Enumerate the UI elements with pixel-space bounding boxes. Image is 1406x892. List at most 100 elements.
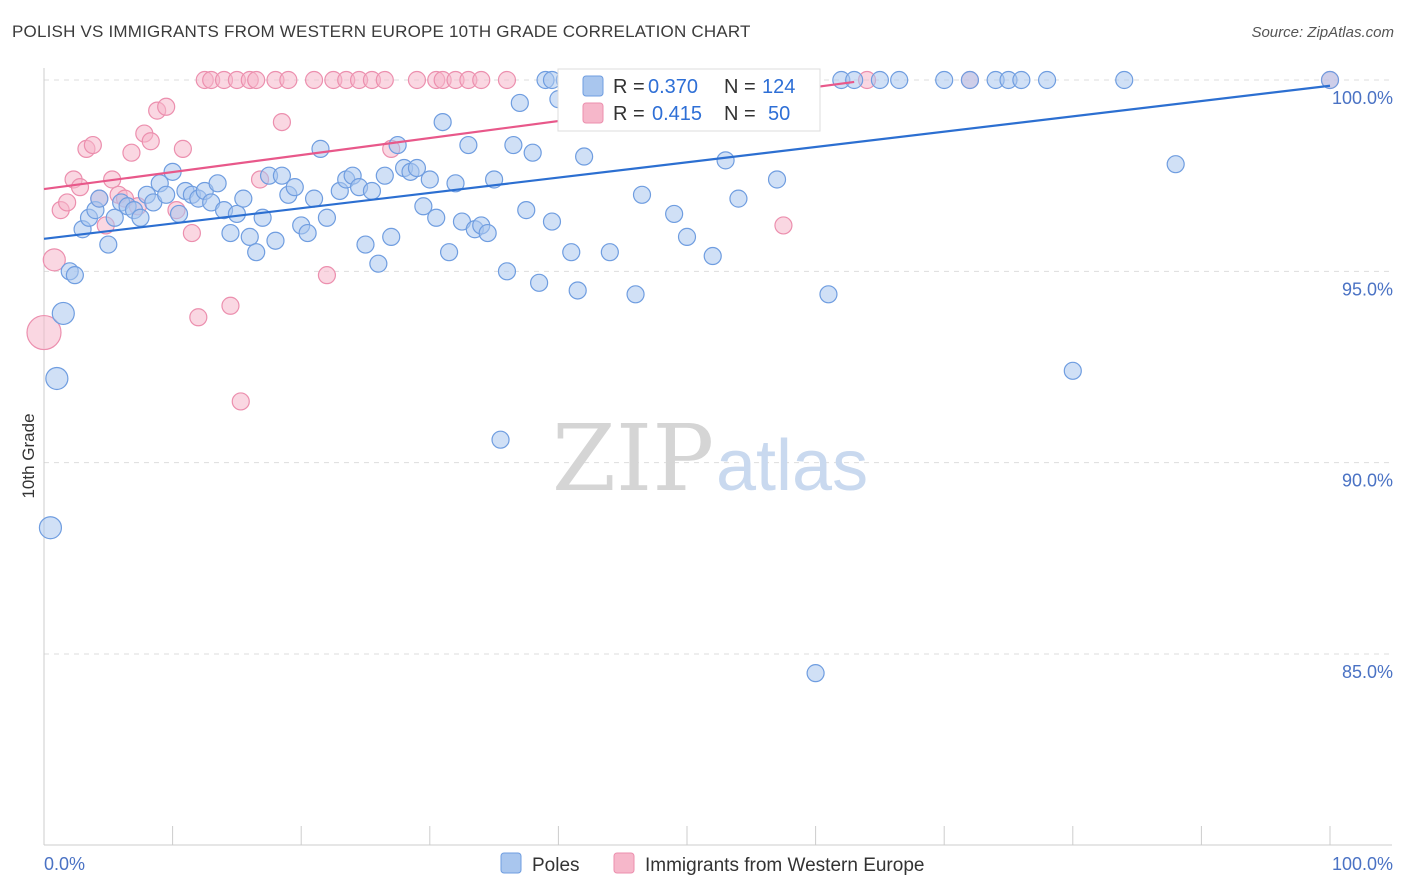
poles-point-60 [433,112,452,132]
poles-point-57 [414,197,433,216]
poles-point-31 [240,227,259,246]
poles-point-28 [221,223,240,243]
series-immigrants-points [26,70,1340,411]
bottom-legend: Poles Immigrants from Western Europe [500,852,924,876]
poles-point-9 [99,235,118,254]
poles-point-84 [600,243,619,262]
poles-point-113 [1115,70,1134,90]
poles-point-49 [362,181,382,201]
poles-point-58 [420,170,439,189]
poles-point-100 [806,664,825,683]
immigrants-point-41 [375,70,394,90]
poles-point-94 [716,151,735,170]
immigrants-point-13 [122,143,141,162]
poles-point-87 [632,185,652,204]
poles-point-64 [459,135,478,155]
poles-point-40 [298,223,317,243]
poles-point-52 [382,227,401,246]
poles-point-91 [677,227,697,246]
watermark-atlas: atlas [716,426,868,506]
legend-r-value-immigrants: 0.415 [652,103,702,125]
immigrants-point-49 [497,70,517,90]
immigrants-point-7 [83,135,102,155]
immigrants-point-48 [472,70,491,90]
poles-point-111 [1037,70,1057,90]
grid-lines [44,79,1392,655]
poles-point-69 [491,430,510,449]
x-tick-label-max: 100.0% [1332,854,1393,874]
poles-point-35 [266,231,285,250]
y-tick-label-100: 100.0% [1332,88,1393,108]
watermark: ZIP atlas [552,405,868,512]
poles-point-59 [427,208,446,227]
immigrants-point-18 [157,97,176,116]
poles-point-115 [1320,70,1340,90]
immigrants-point-21 [182,223,201,243]
poles-point-77 [542,212,562,231]
y-tick-label-90: 90.0% [1342,471,1393,491]
immigrants-point-43 [407,70,427,90]
poles-point-51 [375,166,394,185]
poles-point-8 [90,189,109,208]
poles-point-41 [304,189,324,208]
poles-point-82 [575,147,594,166]
y-tick-label-95: 95.0% [1342,279,1393,299]
immigrants-point-5 [70,178,90,197]
immigrants-point-22 [189,308,208,327]
bottom-legend-label-poles: Poles [532,855,580,876]
watermark-zip: ZIP [552,405,714,512]
poles-point-48 [356,235,375,254]
poles-point-103 [845,70,864,90]
poles-point-81 [568,281,587,300]
poles-point-14 [131,208,150,227]
poles-point-90 [665,204,684,224]
poles-point-93 [703,246,722,266]
legend-swatch-poles [582,75,604,97]
poles-point-74 [523,143,542,162]
immigrants-point-0 [26,314,62,351]
immigrants-point-26 [221,296,240,315]
poles-point-67 [478,223,497,243]
legend-r-value-poles: 0.370 [648,76,698,98]
poles-point-101 [819,285,838,304]
poles-point-20 [169,204,189,224]
poles-point-29 [227,204,246,224]
immigrants-point-20 [173,139,192,158]
poles-point-36 [272,166,292,185]
bottom-legend-label-immigrants: Immigrants from Western Europe [645,855,924,876]
legend-r-label-immigrants: R = [613,103,645,125]
y-tick-labels: 85.0% 90.0% 95.0% 100.0% [1332,88,1393,682]
legend-n-label-poles: N = [724,76,756,98]
trend-line-poles [43,84,1331,240]
axes [43,68,1392,846]
poles-point-104 [870,70,890,90]
immigrants-point-34 [279,70,298,90]
poles-point-26 [208,174,227,193]
source-label: Source: ZipAtlas.com [1251,24,1394,41]
poles-point-86 [626,285,645,304]
legend-n-value-poles: 124 [762,76,795,98]
poles-point-0 [38,516,63,540]
legend-n-value-immigrants: 50 [768,103,790,125]
immigrants-point-36 [317,266,337,285]
poles-point-112 [1063,361,1082,380]
poles-point-30 [234,189,253,208]
poles-point-42 [311,139,330,158]
x-tick-label-min: 0.0% [44,854,85,874]
poles-point-53 [388,135,407,155]
poles-point-95 [729,189,748,208]
y-axis-label: 10th Grade [19,413,38,498]
poles-point-62 [446,174,465,193]
poles-point-72 [510,93,529,113]
x-tick-labels: 0.0% 100.0% [44,854,1393,874]
immigrants-point-3 [58,193,77,212]
poles-point-43 [317,208,337,227]
bottom-legend-swatch-poles [500,852,522,874]
y-tick-label-85: 85.0% [1342,662,1393,682]
poles-point-110 [1012,70,1031,90]
poles-point-1 [45,366,69,391]
poles-point-50 [369,254,388,273]
legend-box: R = 0.370 N = 124 R = 0.415 N = 50 [557,68,821,132]
poles-point-70 [497,262,517,281]
poles-point-18 [157,185,176,204]
